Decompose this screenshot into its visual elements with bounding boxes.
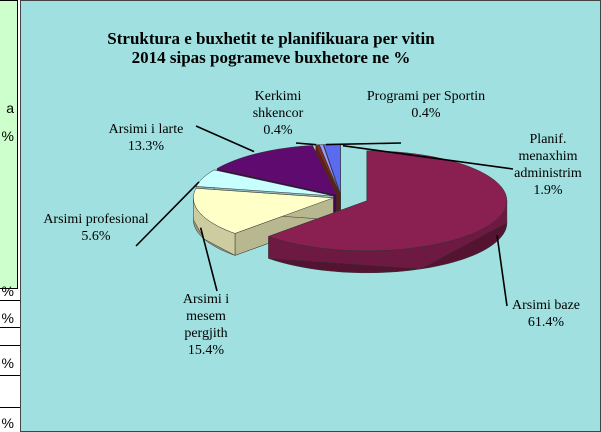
row-line <box>0 375 20 376</box>
cell-box <box>0 0 18 289</box>
data-label: Arsimi profesional 5.6% <box>41 211 151 245</box>
data-label: Kerkimi shkencor 0.4% <box>239 88 317 139</box>
value-label: 15.4% <box>187 343 225 358</box>
row-line <box>0 327 20 328</box>
data-label: Planif. menaxhim administrim 1.9% <box>503 131 593 199</box>
leader-line <box>496 235 508 307</box>
value-label: 0.4% <box>411 106 441 121</box>
cell-text: % <box>1 283 14 299</box>
cell-text: % <box>1 310 14 326</box>
row-line <box>0 407 20 408</box>
sheet-strip: a%%%%% <box>0 0 20 432</box>
category-label: Arsimi i larte <box>108 122 184 137</box>
category-label: Arsimi profesional <box>43 212 149 227</box>
category-label: Arsimi i mesem pergjith <box>182 292 230 341</box>
leader-line <box>342 144 514 170</box>
row-line <box>0 345 20 346</box>
slice <box>216 145 337 195</box>
leader-line <box>199 227 218 292</box>
value-label: 61.4% <box>527 315 565 330</box>
leader-line <box>325 142 402 146</box>
data-label: Programi per Sportin 0.4% <box>366 88 486 122</box>
value-label: 13.3% <box>127 139 165 154</box>
cell-text: % <box>1 355 14 371</box>
category-label: Arsimi baze <box>511 298 581 313</box>
pie-plot <box>135 125 514 307</box>
leader-line <box>135 181 200 247</box>
row-line <box>0 300 20 301</box>
data-label: Arsimi baze 61.4% <box>491 297 600 331</box>
category-label: Kerkimi shkencor <box>252 89 304 121</box>
value-label: 5.6% <box>81 229 111 244</box>
category-label: Programi per Sportin <box>366 89 486 104</box>
leader-line <box>295 142 317 146</box>
value-label: 0.4% <box>263 123 293 138</box>
chart-title: Struktura e buxhetit te planifikuara per… <box>21 29 521 67</box>
chart: Struktura e buxhetit te planifikuara per… <box>20 0 601 432</box>
value-label: 1.9% <box>533 183 563 198</box>
cell-text: % <box>1 415 14 431</box>
category-label: Planif. menaxhim administrim <box>514 132 582 181</box>
data-label: Arsimi i larte 13.3% <box>81 121 211 155</box>
data-label: Arsimi i mesem pergjith 15.4% <box>171 291 241 359</box>
leader-line <box>195 125 255 153</box>
cell-text: % <box>1 128 14 144</box>
slice <box>193 188 334 234</box>
title-line: Struktura e buxhetit te planifikuara per… <box>107 29 435 48</box>
title-line: 2014 sipas pogrameve buxhetore ne % <box>131 48 411 67</box>
cell-text: a <box>6 100 14 116</box>
slice <box>315 144 340 195</box>
